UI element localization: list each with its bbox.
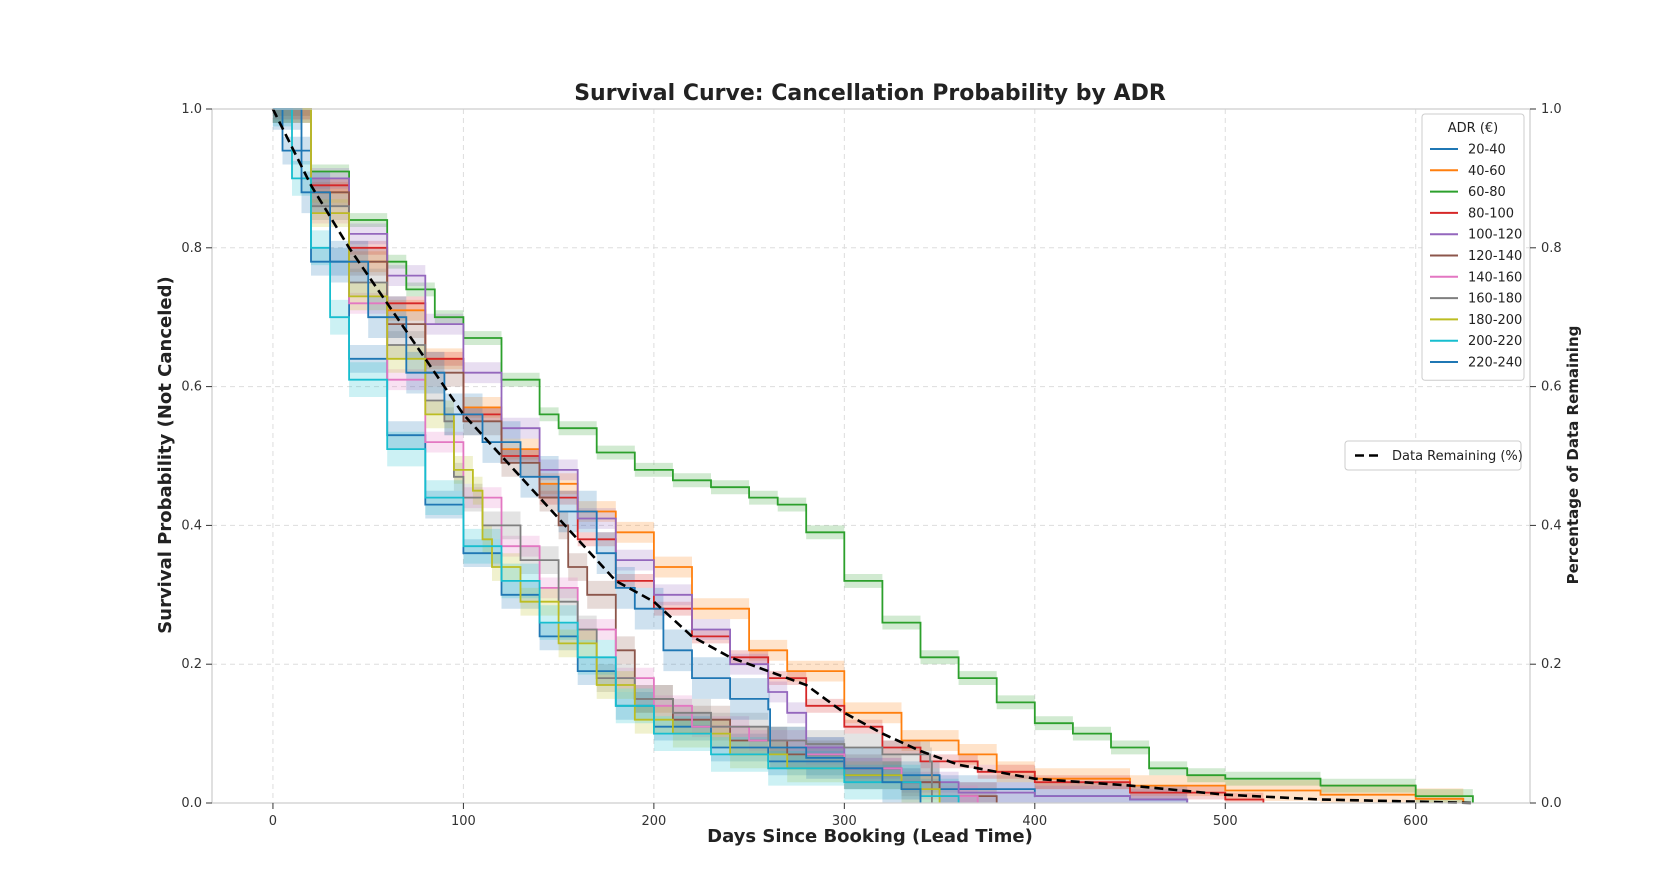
band-40-60: [272, 109, 1464, 803]
x-tick-label: 600: [1403, 814, 1428, 829]
legend-label: 80-100: [1468, 206, 1514, 221]
y-right-tick-label: 0.4: [1541, 518, 1562, 533]
x-tick-label: 300: [832, 814, 857, 829]
legend-label: 60-80: [1468, 185, 1506, 200]
x-axis-label: Days Since Booking (Lead Time): [707, 826, 1033, 847]
x-tick-label: 200: [641, 814, 666, 829]
y-axis-label: Survival Probability (Not Canceled): [155, 276, 176, 633]
legend-label: 160-180: [1468, 292, 1522, 307]
series-line-60-80: [272, 108, 1474, 803]
y-axis-label-right: Percentage of Data Remaining: [1564, 326, 1582, 585]
legend2-box: [1344, 440, 1522, 471]
legend-label: 120-140: [1468, 249, 1522, 264]
y-tick-label: 1.0: [181, 102, 202, 117]
y-tick-label: 0.0: [181, 796, 202, 811]
legend-label: 200-220: [1468, 334, 1522, 349]
y-right-tick-label: 1.0: [1541, 102, 1562, 117]
data-remaining-line: [271, 108, 1473, 805]
y-tick-label: 0.2: [181, 657, 202, 672]
legend-label: 40-60: [1468, 164, 1506, 179]
x-tick-label: 400: [1022, 814, 1047, 829]
y-tick-label: 0.8: [181, 241, 202, 256]
series-lines: [271, 108, 1474, 805]
legend-label: 220-240: [1468, 356, 1522, 371]
y-right-tick-label: 0.2: [1541, 657, 1562, 672]
series-line-200-220: [272, 108, 960, 803]
data-remaining-legend: Data Remaining (%): [1344, 440, 1523, 471]
band-160-180: [272, 109, 932, 803]
legend: ADR (€) 20-40 40-60 60-80 80-100 100-120 120-1…: [1421, 113, 1525, 381]
series-line-160-180: [272, 108, 933, 803]
legend-label: 140-160: [1468, 270, 1522, 285]
legend-label: 100-120: [1468, 228, 1522, 243]
legend-label: 20-40: [1468, 143, 1506, 158]
chart-title: Survival Curve: Cancellation Probability…: [574, 81, 1166, 106]
legend-title: ADR (€): [1448, 121, 1498, 136]
legend2-label: Data Remaining (%): [1392, 449, 1523, 464]
y-right-tick-label: 0.6: [1541, 380, 1562, 395]
legend-label: 180-200: [1468, 313, 1522, 328]
x-tick-label: 500: [1213, 814, 1238, 829]
series-line-40-60: [272, 108, 1465, 803]
band-60-80: [272, 109, 1473, 803]
series-line-220-240: [272, 108, 922, 803]
series-line-100-120: [272, 108, 1189, 803]
y-right-tick-label: 0.0: [1541, 796, 1562, 811]
y-tick-label: 0.6: [181, 380, 202, 395]
y-right-tick-label: 0.8: [1541, 241, 1562, 256]
confidence-bands: [272, 109, 1473, 803]
x-tick-label: 100: [451, 814, 476, 829]
x-tick-label: 0: [269, 814, 277, 829]
axes: [206, 108, 1536, 809]
y-tick-label: 0.4: [181, 518, 202, 533]
plot-frame: [211, 108, 1531, 804]
tick-labels: 0 100 200 300 400 500 600 0.0 0.2 0.4 0.6 0.8 1.0 0.0…: [181, 102, 1561, 829]
legend-box: [1421, 113, 1525, 381]
